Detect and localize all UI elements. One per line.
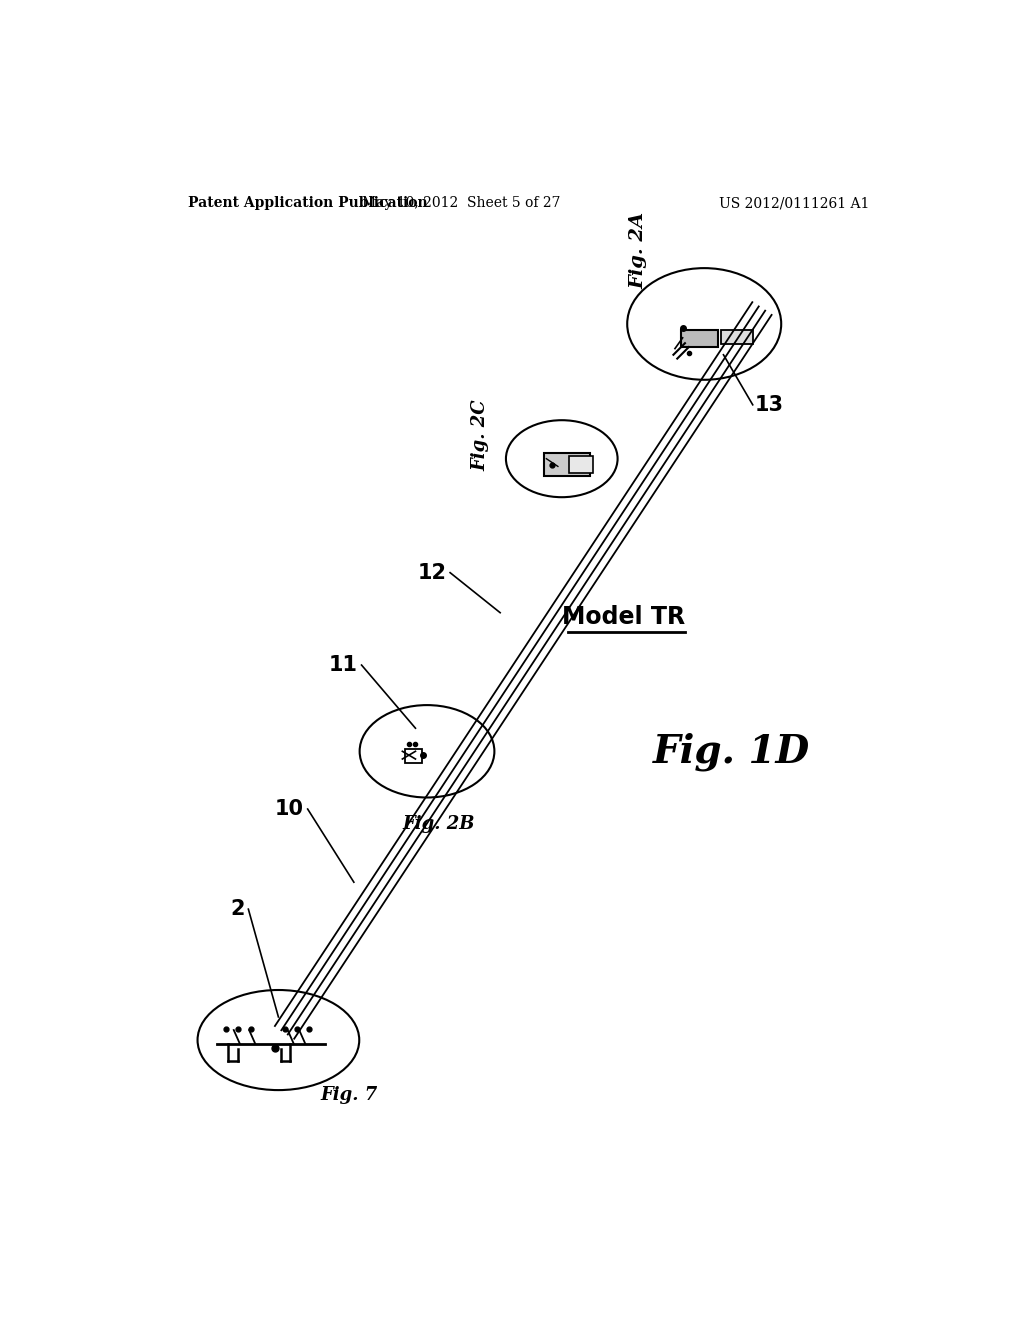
Bar <box>569 457 593 474</box>
Text: Model TR: Model TR <box>562 605 685 628</box>
Text: US 2012/0111261 A1: US 2012/0111261 A1 <box>720 197 869 210</box>
Text: Fig. 2A: Fig. 2A <box>630 213 648 289</box>
Text: 10: 10 <box>274 799 304 818</box>
Text: 13: 13 <box>755 395 783 414</box>
Text: 2: 2 <box>230 899 245 919</box>
Bar <box>544 453 590 477</box>
Text: Fig. 1D: Fig. 1D <box>652 733 810 771</box>
Text: Patent Application Publication: Patent Application Publication <box>188 197 428 210</box>
Text: Fig. 2C: Fig. 2C <box>472 400 489 471</box>
Text: May 10, 2012  Sheet 5 of 27: May 10, 2012 Sheet 5 of 27 <box>362 197 561 210</box>
Bar <box>406 748 422 763</box>
Bar <box>721 330 754 345</box>
Text: Fig. 2B: Fig. 2B <box>402 816 475 833</box>
Text: Fig. 7: Fig. 7 <box>321 1086 378 1105</box>
Text: 11: 11 <box>329 655 357 675</box>
Bar <box>681 330 718 347</box>
Text: 12: 12 <box>417 562 446 582</box>
